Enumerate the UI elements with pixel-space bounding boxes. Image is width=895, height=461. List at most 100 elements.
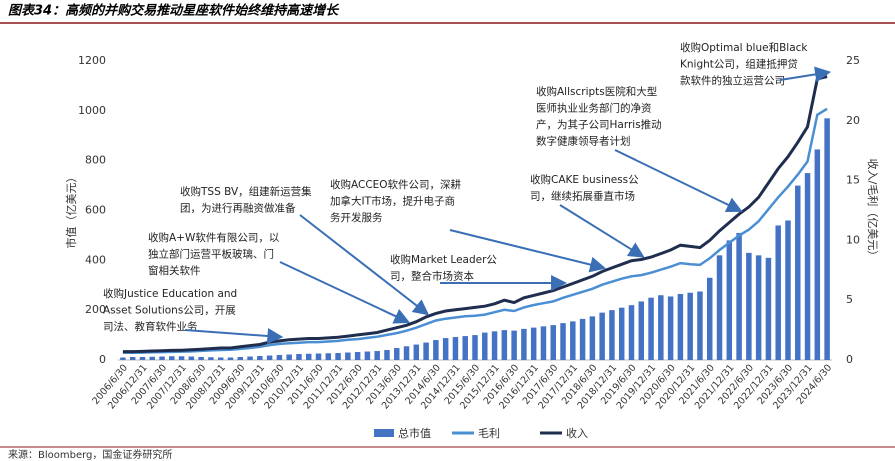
annotation: 收购Optimal blue和Black [680, 41, 808, 54]
bar [491, 331, 498, 360]
bar [667, 296, 674, 360]
y2-tick-label: 25 [846, 54, 860, 67]
bar [169, 356, 175, 360]
bar [462, 336, 468, 360]
bar [413, 344, 420, 360]
bar [824, 118, 830, 360]
annotation: Asset Solutions公司，开展 [103, 305, 236, 317]
source: 来源：Bloomberg，国金证券研究所 [8, 448, 172, 461]
bar [354, 352, 361, 360]
bar [707, 277, 713, 360]
bar [765, 257, 772, 360]
bar [188, 356, 195, 360]
bar [677, 293, 684, 360]
bar [227, 357, 234, 360]
bar [139, 357, 146, 360]
bar [589, 316, 596, 360]
bar [305, 353, 312, 360]
annotation: 收购A+W软件有限公司，以 [148, 231, 280, 244]
bar [266, 355, 273, 360]
bar [423, 342, 429, 360]
bar [540, 326, 547, 360]
bar [609, 310, 615, 360]
y2-tick-label: 5 [846, 293, 853, 306]
y2-tick-label: 10 [846, 233, 860, 246]
bar [785, 220, 791, 360]
legend-label: 总市值 [398, 426, 431, 440]
annotation: 收购CAKE business公 [530, 173, 639, 186]
y-tick-label: 400 [85, 253, 106, 266]
y-tick-label: 0 [99, 353, 106, 366]
bar [472, 335, 478, 360]
annotation-arrow [614, 149, 743, 213]
bar [795, 185, 801, 360]
bar [482, 332, 488, 360]
bar [315, 353, 322, 360]
bar [697, 291, 703, 360]
bar [384, 350, 390, 360]
bar [335, 353, 341, 360]
bar [178, 356, 185, 360]
annotation: 收购ACCEO软件公司，深耕 [330, 178, 462, 191]
annotation: 收购Market Leader公 [390, 253, 497, 266]
annotation: 收购Justice Education and [103, 287, 237, 300]
bar [364, 351, 371, 360]
bar [325, 353, 332, 360]
annotation: 窗相关软件 [148, 264, 201, 277]
annotation-arrow [559, 204, 645, 258]
line [122, 75, 828, 354]
legend-label: 毛利 [478, 427, 500, 440]
annotation: 医师执业业务部门的净资 [536, 102, 652, 115]
bar [247, 356, 253, 360]
bar [560, 323, 566, 360]
bar [648, 297, 654, 360]
bar [374, 351, 380, 360]
annotation: 司法、教育软件业务 [103, 320, 198, 333]
bar [159, 356, 165, 360]
bar [442, 338, 449, 360]
annotation: 团，为进行再融资做准备 [180, 202, 296, 215]
bar [296, 354, 302, 360]
bar [736, 232, 742, 360]
bar [208, 357, 214, 360]
annotation: 收购TSS BV，组建新运营集 [180, 185, 312, 198]
annotation: 务开发服务 [330, 211, 383, 224]
bar [804, 173, 811, 360]
bar [217, 357, 224, 360]
annotation-arrow [779, 66, 832, 83]
bar [276, 355, 283, 360]
bar [433, 340, 439, 360]
bar [129, 357, 136, 360]
bar [814, 149, 821, 360]
y2-tick-label: 15 [846, 174, 860, 187]
y-tick-label: 1000 [78, 104, 106, 117]
bar [237, 357, 243, 360]
annotation: 款软件的独立运营公司 [680, 74, 785, 87]
y2-axis-label: 收入/毛利（亿美元） [866, 159, 880, 262]
bar [198, 357, 204, 360]
annotation: Knight公司，组建抵押贷 [680, 58, 798, 71]
bar [755, 255, 762, 360]
y-tick-label: 200 [85, 303, 106, 316]
annotation-arrow [184, 328, 284, 344]
bar [716, 255, 723, 360]
y-tick-label: 800 [85, 154, 106, 167]
bar [726, 240, 733, 360]
bar [638, 301, 645, 360]
bar [579, 318, 586, 360]
bar [403, 346, 410, 360]
annotation-arrow [279, 261, 411, 324]
bar [286, 354, 292, 360]
bar [521, 328, 527, 360]
bar [550, 325, 556, 360]
y2-tick-label: 0 [846, 353, 853, 366]
bar [687, 292, 693, 360]
y-tick-label: 1200 [78, 54, 106, 67]
bar [511, 330, 517, 360]
line [122, 107, 828, 355]
bar [530, 327, 537, 360]
annotation: 司，继续拓展垂直市场 [530, 190, 635, 203]
y2-tick-label: 20 [846, 114, 860, 127]
chart-title: 图表34：高频的并购交易推动星座软件始终维持高速增长 [8, 3, 340, 19]
